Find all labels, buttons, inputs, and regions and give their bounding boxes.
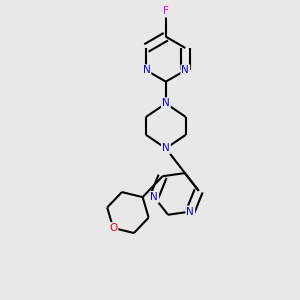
Text: F: F (163, 6, 169, 16)
Text: O: O (109, 223, 117, 233)
Text: N: N (162, 98, 170, 108)
Text: N: N (142, 65, 150, 75)
Text: N: N (186, 207, 194, 217)
Text: N: N (162, 143, 170, 153)
Text: N: N (182, 65, 189, 75)
Text: N: N (150, 192, 158, 202)
